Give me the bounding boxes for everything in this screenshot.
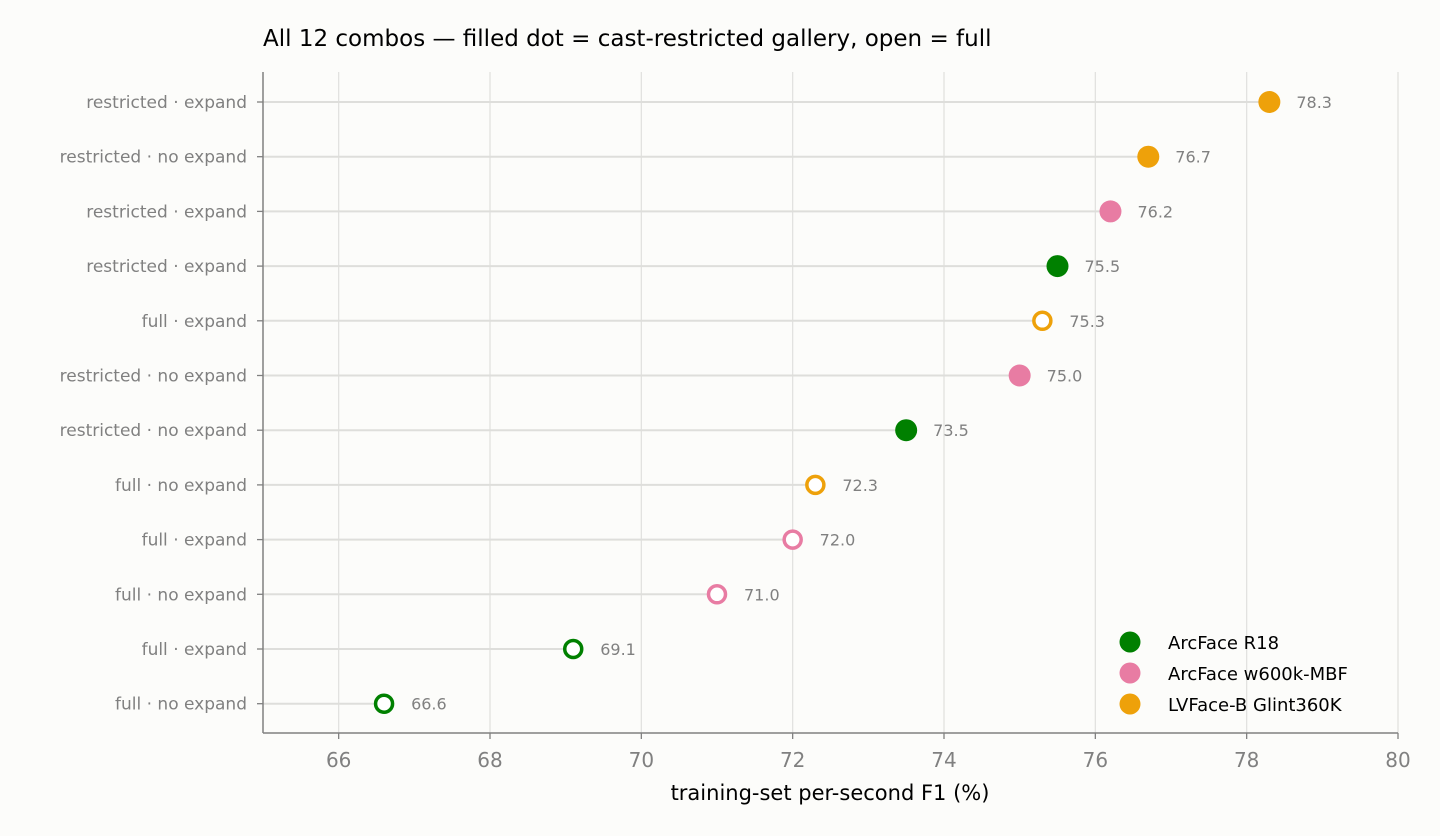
data-point-filled [895,419,918,442]
data-point-filled [1258,91,1281,113]
row-label: restricted · no expand [60,148,247,168]
row-label: restricted · expand [86,93,247,113]
legend: ArcFace R18 ArcFace w600k-MBF LVFace-B Gli… [1119,631,1348,716]
x-tick-label: 78 [1234,748,1259,772]
x-tick-label: 80 [1385,748,1410,772]
value-label: 76.2 [1137,202,1173,221]
legend-marker [1119,693,1141,715]
stem-layer [263,101,1270,705]
grid-layer [338,72,1399,733]
data-point-filled [1008,364,1031,387]
x-tick-label: 72 [780,748,805,772]
row-label: restricted · expand [86,202,247,222]
x-tick-label: 68 [477,748,502,772]
row-label: restricted · no expand [60,367,247,387]
data-point-open [1032,310,1053,332]
data-point-filled [1046,255,1069,278]
data-point-filled [1137,145,1160,168]
legend-label: ArcFace R18 [1168,633,1279,654]
row-label: full · expand [142,531,247,551]
value-label: 76.7 [1175,148,1211,167]
legend-label: LVFace-B Glint360K [1168,695,1343,716]
row-label: restricted · no expand [60,421,247,441]
x-axis-label: training-set per-second F1 (%) [671,781,990,805]
value-label: 72.3 [842,476,878,495]
value-label: 73.5 [933,421,969,440]
value-label: 69.1 [600,640,636,659]
value-label: 72.0 [820,531,856,550]
x-tick-label: 70 [629,748,654,772]
value-label: 78.3 [1296,93,1332,112]
chart-title: All 12 combos — filled dot = cast-restri… [263,26,992,52]
row-label: full · no expand [115,695,247,715]
legend-label: ArcFace w600k-MBF [1168,664,1348,685]
value-label: 75.5 [1085,257,1121,276]
tick-layer: 66 68 70 72 74 76 78 80 [257,101,1411,772]
axis-layer [262,72,1398,734]
data-point-open [562,638,584,660]
data-point-open [373,693,395,714]
data-point-open [805,474,826,496]
x-tick-label: 76 [1083,748,1108,772]
row-label-layer: restricted · expand restricted · no expan… [60,93,247,715]
row-label: full · expand [142,312,247,332]
row-label: restricted · expand [86,257,247,277]
value-label: 71.0 [744,585,780,604]
legend-marker [1119,662,1141,684]
value-label: 75.0 [1047,367,1083,386]
x-tick-label: 74 [931,748,956,772]
row-label: full · expand [142,640,247,660]
row-label: full · no expand [115,585,247,605]
point-layer: 78.3 76.7 76.2 75.5 75.3 75.0 73.5 72.3 72.0 71.0… [373,91,1332,714]
x-tick-label: 66 [326,748,351,772]
value-label: 75.3 [1069,312,1105,331]
legend-marker [1119,631,1141,653]
data-point-open [706,584,728,605]
row-label: full · no expand [115,476,247,496]
value-label: 66.6 [411,695,447,714]
data-point-filled [1099,200,1122,223]
data-point-open [782,529,803,550]
